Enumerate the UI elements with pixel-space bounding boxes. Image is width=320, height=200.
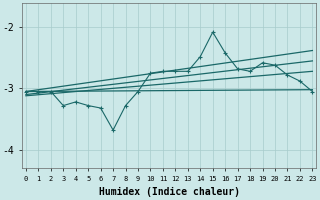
X-axis label: Humidex (Indice chaleur): Humidex (Indice chaleur) bbox=[99, 187, 240, 197]
